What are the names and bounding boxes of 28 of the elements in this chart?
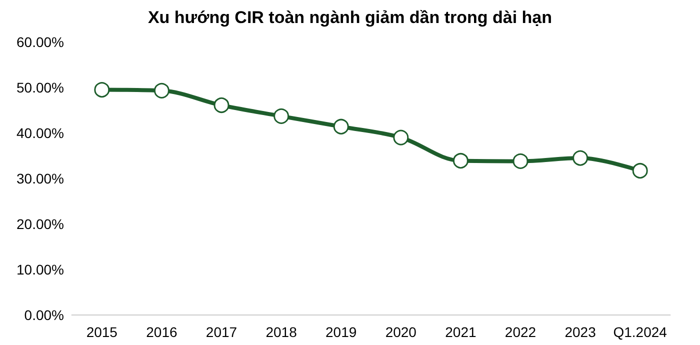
point (632, 163, 648, 179)
x-tick-label: 2022 (504, 324, 536, 340)
x-tick-label: 2018 (266, 324, 298, 340)
y-tick-label: 10.00% (16, 262, 64, 278)
point (393, 130, 409, 146)
chart-title: Xu hướng CIR toàn ngành giảm dần trong dài hạn (148, 8, 552, 27)
x-tick-label: 2019 (326, 324, 357, 340)
point (512, 153, 528, 169)
point (274, 108, 290, 124)
point (333, 118, 349, 134)
point (572, 150, 588, 166)
x-tick-label: 2020 (385, 324, 417, 340)
point (154, 82, 170, 98)
point (94, 82, 110, 98)
y-tick-label: 60.00% (16, 34, 64, 50)
x-tick-label: 2015 (86, 324, 118, 340)
x-tick-label: 2017 (206, 324, 238, 340)
x-tick-label: 2021 (445, 324, 476, 340)
x-tick-label: Q1.2024 (613, 324, 668, 340)
y-tick-label: 30.00% (16, 170, 64, 186)
point (452, 153, 468, 168)
y-tick-label: 40.00% (16, 125, 64, 141)
x-tick-label: 2016 (146, 324, 178, 340)
y-tick-label: 50.00% (16, 80, 64, 96)
y-tick-label: 0.00% (24, 307, 64, 323)
x-tick-label: 2023 (564, 324, 596, 340)
point (214, 98, 230, 113)
y-tick-label: 20.00% (16, 216, 64, 232)
